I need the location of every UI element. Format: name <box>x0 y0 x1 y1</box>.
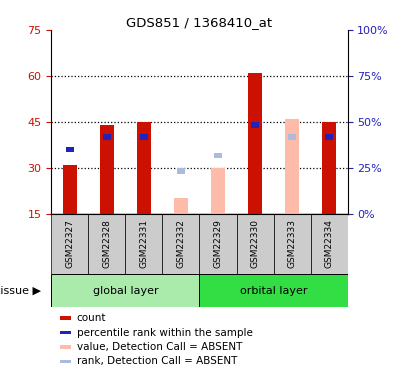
Bar <box>103 135 111 140</box>
Text: value, Detection Call = ABSENT: value, Detection Call = ABSENT <box>77 342 242 352</box>
Text: GSM22327: GSM22327 <box>65 219 74 268</box>
Bar <box>137 122 151 214</box>
Bar <box>88 214 126 274</box>
Text: global layer: global layer <box>92 286 158 296</box>
Bar <box>310 214 348 274</box>
Text: tissue ▶: tissue ▶ <box>0 286 41 296</box>
Text: GSM22333: GSM22333 <box>288 219 297 268</box>
Bar <box>214 153 222 158</box>
Bar <box>288 135 296 140</box>
Text: GSM22334: GSM22334 <box>325 219 334 268</box>
Text: count: count <box>77 313 106 323</box>
Bar <box>322 122 336 214</box>
Bar <box>140 135 148 140</box>
Bar <box>285 119 299 214</box>
Bar <box>60 345 71 349</box>
Bar <box>177 168 184 174</box>
Text: GSM22328: GSM22328 <box>102 219 111 268</box>
Bar <box>63 165 77 214</box>
Title: GDS851 / 1368410_at: GDS851 / 1368410_at <box>126 16 273 29</box>
Bar <box>51 214 88 274</box>
Bar <box>211 168 225 214</box>
Bar <box>60 331 71 334</box>
Bar <box>126 214 162 274</box>
Text: rank, Detection Call = ABSENT: rank, Detection Call = ABSENT <box>77 357 237 366</box>
Bar <box>288 135 296 140</box>
Bar <box>237 214 274 274</box>
Text: GSM22329: GSM22329 <box>213 219 222 268</box>
Bar <box>174 198 188 214</box>
Bar <box>51 274 199 308</box>
Bar <box>199 214 237 274</box>
Bar <box>199 274 348 308</box>
Bar <box>66 147 73 152</box>
Bar <box>162 214 199 274</box>
Bar <box>274 214 310 274</box>
Text: GSM22332: GSM22332 <box>177 219 186 268</box>
Text: GSM22330: GSM22330 <box>250 219 260 268</box>
Bar <box>100 125 114 214</box>
Bar <box>325 135 333 140</box>
Text: orbital layer: orbital layer <box>240 286 307 296</box>
Bar <box>248 73 262 214</box>
Bar <box>251 122 259 128</box>
Bar <box>60 360 71 363</box>
Text: GSM22331: GSM22331 <box>139 219 149 268</box>
Bar <box>60 316 71 320</box>
Text: percentile rank within the sa​m​ple: percentile rank within the sa​m​ple <box>77 328 253 338</box>
